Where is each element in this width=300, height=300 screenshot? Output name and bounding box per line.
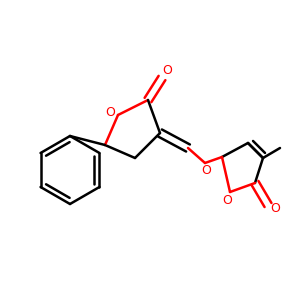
Text: O: O	[162, 64, 172, 77]
Text: O: O	[105, 106, 115, 119]
Text: O: O	[201, 164, 211, 178]
Text: O: O	[222, 194, 232, 206]
Text: O: O	[270, 202, 280, 215]
